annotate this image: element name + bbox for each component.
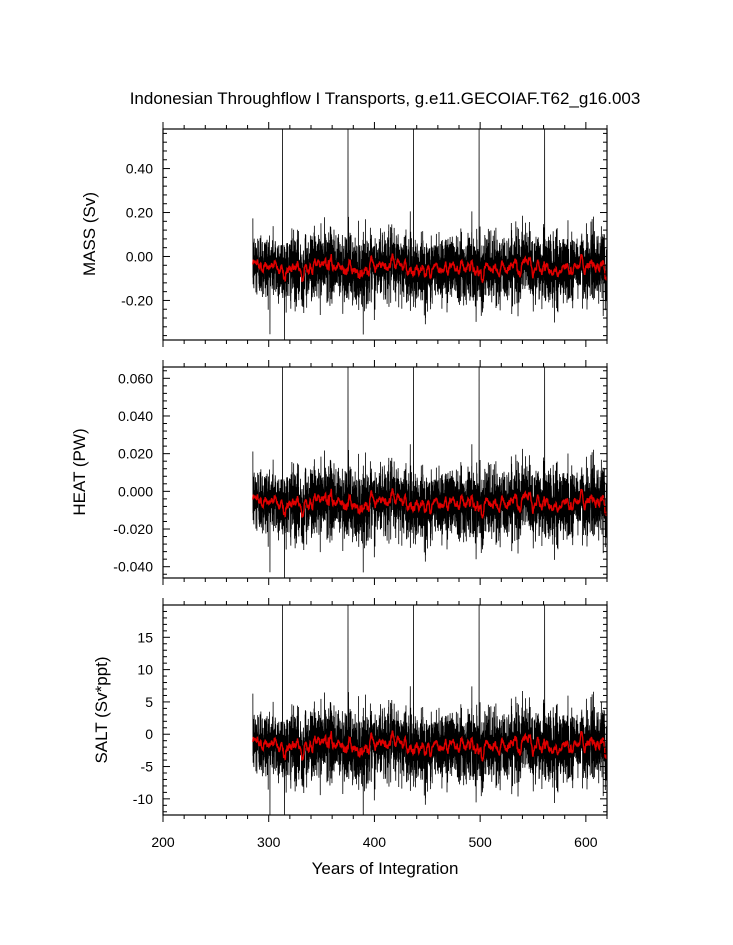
mass-panel: MASS (Sv) -0.20 0.00 0.20 0.40 xyxy=(80,122,608,347)
salt-ytick-label: 10 xyxy=(137,662,153,678)
salt-ytick-label: 0 xyxy=(145,726,153,742)
salt-ytick-label: -5 xyxy=(141,759,154,775)
salt-raw-series xyxy=(252,605,607,815)
heat-raw-series xyxy=(252,367,607,578)
salt-ytick-label: 15 xyxy=(137,629,153,645)
xtick-label: 200 xyxy=(151,834,175,850)
mass-ytick-label: -0.20 xyxy=(121,292,153,308)
heat-ytick-label: -0.040 xyxy=(113,559,153,575)
heat-ytick-label: 0.040 xyxy=(118,408,153,424)
heat-plot-frame xyxy=(162,366,608,579)
salt-panel: SALT (Sv*ppt) -10 -5 0 5 10 15 200 300 400 500 600 xyxy=(92,598,608,850)
heat-ytick-label: 0.060 xyxy=(118,370,153,386)
heat-panel: HEAT (PW) -0.040 -0.020 0.000 0.020 0.040 0.0… xyxy=(70,360,608,585)
heat-ytick-label: 0.020 xyxy=(118,446,153,462)
salt-ytick-label: -10 xyxy=(133,791,153,807)
salt-ylabel: SALT (Sv*ppt) xyxy=(92,656,111,763)
xtick-label: 300 xyxy=(257,834,281,850)
xtick-label: 400 xyxy=(363,834,387,850)
mass-ytick-label: 0.20 xyxy=(126,205,153,221)
xtick-label: 500 xyxy=(468,834,492,850)
mass-ytick-label: 0.00 xyxy=(126,248,153,264)
xtick-label: 600 xyxy=(574,834,598,850)
heat-ytick-label: 0.000 xyxy=(118,483,153,499)
mass-raw-series xyxy=(252,129,607,340)
mass-smoothed-series xyxy=(252,253,607,284)
salt-ytick-label: 5 xyxy=(145,694,153,710)
salt-smoothed-series xyxy=(252,730,607,763)
salt-plot-frame xyxy=(162,604,608,816)
heat-ylabel: HEAT (PW) xyxy=(70,428,89,515)
mass-ylabel: MASS (Sv) xyxy=(80,192,99,276)
heat-smoothed-series xyxy=(252,488,607,519)
mass-ytick-label: 0.40 xyxy=(126,161,153,177)
x-axis-label: Years of Integration xyxy=(312,859,459,878)
chart-title: Indonesian Throughflow I Transports, g.e… xyxy=(130,89,641,108)
mass-plot-frame xyxy=(162,128,608,341)
heat-ytick-label: -0.020 xyxy=(113,521,153,537)
